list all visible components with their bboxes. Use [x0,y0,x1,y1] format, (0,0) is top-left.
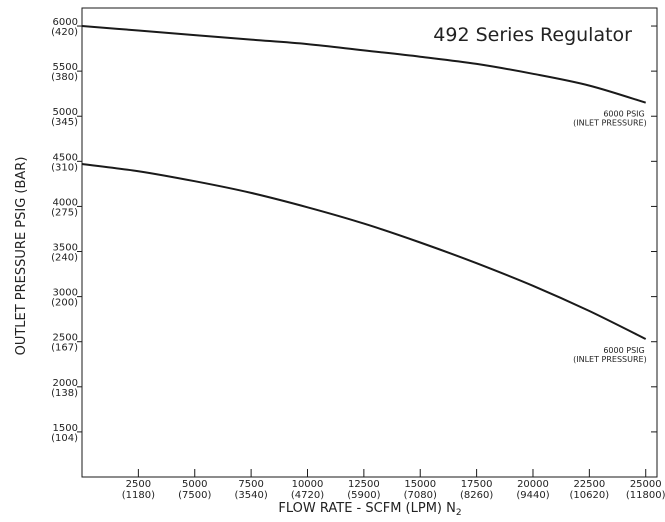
y-tick-label: 3000 [53,288,78,299]
y-tick-sublabel: (104) [51,433,78,444]
series-label-2-line1: 6000 PSIG [603,346,644,355]
x-tick-label: 7500 [238,479,263,490]
x-tick-label: 5000 [182,479,207,490]
x-tick-label: 22500 [573,479,605,490]
x-tick-label: 15000 [404,479,436,490]
x-axis-label-text: FLOW RATE - SCFM (LPM) N [278,501,455,516]
y-tick-label: 3500 [53,243,78,254]
x-tick-sublabel: (3540) [234,490,267,501]
y-tick-sublabel: (138) [51,388,78,399]
y-tick-label: 5500 [53,62,78,73]
x-tick-sublabel: (4720) [291,490,324,501]
x-tick-label: 2500 [126,479,151,490]
series-line-2 [81,163,647,340]
series-label-1-line2: (INLET PRESSURE) [573,119,647,128]
x-tick-label: 17500 [461,479,493,490]
x-tick-sublabel: (10620) [570,490,610,501]
x-tick-sublabel: (8260) [460,490,493,501]
x-tick-sublabel: (11800) [626,490,665,501]
y-tick-label: 1500 [53,423,78,434]
x-tick-sublabel: (9440) [516,490,549,501]
x-tick-label: 25000 [630,479,662,490]
x-tick-sublabel: (1180) [122,490,155,501]
series-label-1-line1: 6000 PSIG [603,110,644,119]
chart-title: 492 Series Regulator [433,24,632,46]
y-tick-label: 2000 [53,378,78,389]
y-tick-sublabel: (275) [51,207,78,218]
x-tick-label: 10000 [292,479,324,490]
x-tick-sublabel: (7500) [178,490,211,501]
y-tick-sublabel: (345) [51,117,78,128]
series-labels-group: 6000 PSIG(INLET PRESSURE)6000 PSIG(INLET… [573,110,647,364]
x-tick-sublabel: (5900) [347,490,380,501]
y-tick-sublabel: (167) [51,343,78,354]
y-tick-sublabel: (240) [51,253,78,264]
x-ticks-group: 2500(1180) 5000(7500) 7500(3540) 10000(4720… [122,469,665,501]
x-tick-label: 20000 [517,479,549,490]
y-ticks-group: 6000(420) 5500(380) 5000(345) 4500(310) 4000… [51,17,657,444]
x-axis-label-subscript: 2 [456,508,462,518]
series-group [81,25,647,340]
y-tick-label: 4500 [53,152,78,163]
series-label-2-line2: (INLET PRESSURE) [573,355,647,364]
x-tick-label: 12500 [348,479,380,490]
y-tick-sublabel: (200) [51,298,78,309]
plot-frame [81,7,658,478]
x-tick-sublabel: (7080) [404,490,437,501]
y-tick-label: 4000 [53,197,78,208]
y-tick-label: 5000 [53,107,78,118]
series-line-1 [81,25,646,104]
y-tick-label: 6000 [53,17,78,28]
y-axis-label: OUTLET PRESSURE PSIG (BAR) [14,157,29,356]
y-tick-sublabel: (380) [51,72,78,83]
y-tick-sublabel: (420) [51,27,78,38]
y-tick-label: 2500 [53,333,78,344]
x-axis-label: FLOW RATE - SCFM (LPM) N2 [278,501,461,518]
y-tick-sublabel: (310) [51,162,78,173]
